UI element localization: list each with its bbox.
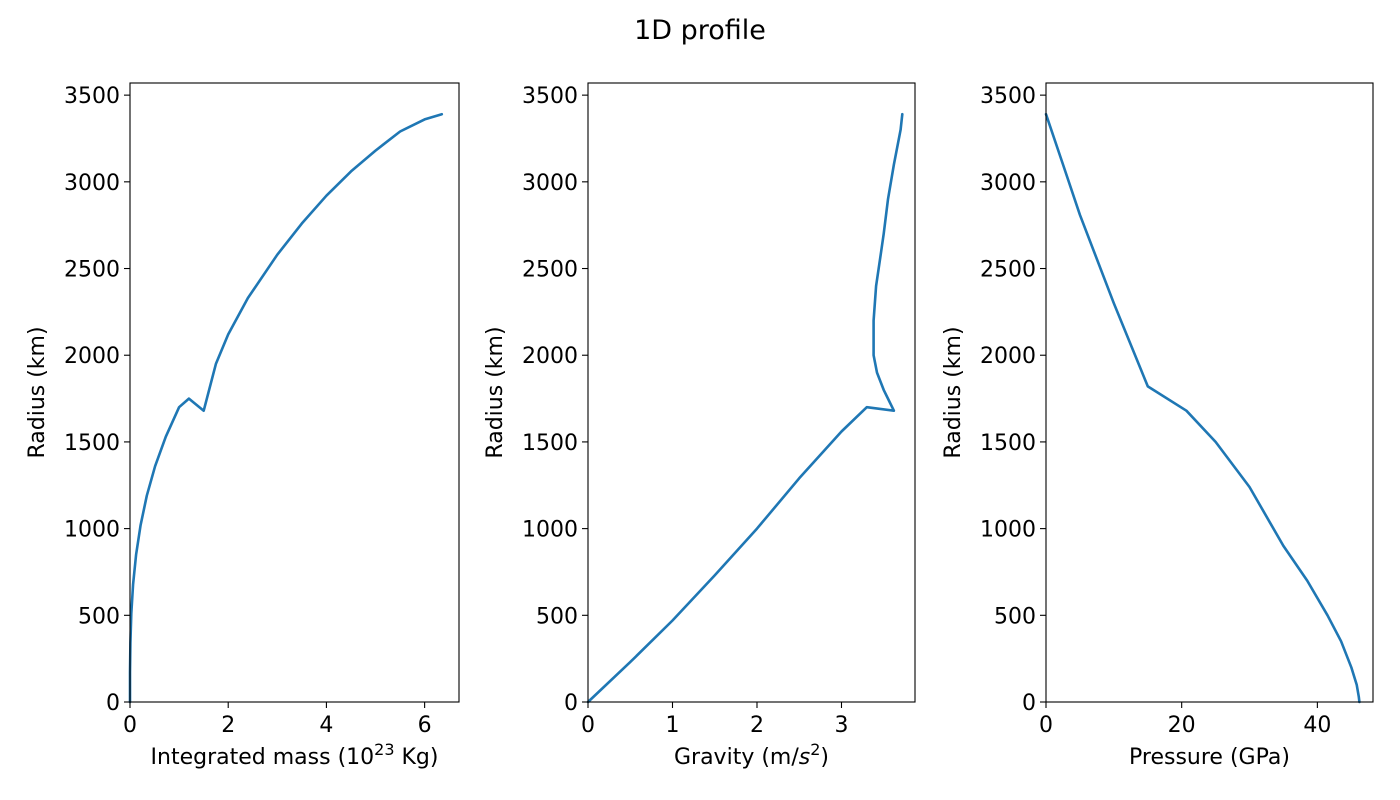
subplot-2: 0 1 2 3 0 500 1000 1500 2000 2500 3000 3500 Radius (…	[483, 82, 916, 770]
y-tick-label: 3000	[64, 171, 120, 196]
y-tick-label: 1500	[64, 431, 120, 456]
subplot-3: 0 20 40 0 500 1000 1500 2000 2500 3000 3500 Radius …	[941, 82, 1374, 770]
figure-title: 1D profile	[634, 15, 766, 46]
y-axis-label: Radius (km)	[941, 326, 966, 458]
axes-frame	[587, 82, 916, 703]
y-tick-label: 1000	[980, 518, 1036, 543]
series-line	[1044, 112, 1361, 704]
axes-frame	[129, 82, 460, 703]
y-tick-label: 0	[106, 691, 120, 716]
x-tick-label: 20	[1168, 713, 1196, 738]
subplot-1: 0 2 4 6 0 500 1000 1500 2000 2500 3000 3500 Radius (…	[25, 82, 460, 770]
x-tick-label: 3	[834, 713, 848, 738]
y-tick-label: 1000	[522, 518, 578, 543]
x-tick-label: 0	[123, 713, 137, 738]
x-axis-label: Gravity (m/s2)	[674, 740, 829, 770]
y-tick-label: 500	[536, 604, 578, 629]
series-line	[128, 112, 444, 704]
x-tick-label: 40	[1303, 713, 1331, 738]
y-tick-label: 3500	[980, 84, 1036, 109]
y-tick-label: 2000	[64, 344, 120, 369]
y-axis-label: Radius (km)	[483, 326, 508, 458]
y-tick-label: 2500	[980, 258, 1036, 283]
x-tick-label: 2	[750, 713, 764, 738]
y-tick-label: 2500	[522, 258, 578, 283]
axes-frame	[1045, 82, 1374, 703]
y-tick-label: 0	[1022, 691, 1036, 716]
y-tick-label: 3500	[64, 84, 120, 109]
y-tick-label: 1500	[980, 431, 1036, 456]
x-tick-label: 2	[221, 713, 235, 738]
y-tick-label: 500	[994, 604, 1036, 629]
x-tick-label: 1	[665, 713, 679, 738]
y-tick-label: 2000	[980, 344, 1036, 369]
x-tick-label: 4	[319, 713, 333, 738]
y-tick-label: 2500	[64, 258, 120, 283]
y-tick-label: 1500	[522, 431, 578, 456]
x-axis-label: Integrated mass (1023 Kg)	[151, 740, 439, 770]
y-axis-label: Radius (km)	[25, 326, 50, 458]
series-line	[586, 112, 904, 704]
y-tick-label: 0	[564, 691, 578, 716]
x-axis-label: Pressure (GPa)	[1129, 745, 1290, 770]
y-tick-label: 3000	[980, 171, 1036, 196]
y-tick-label: 500	[78, 604, 120, 629]
x-tick-label: 0	[581, 713, 595, 738]
y-tick-label: 3000	[522, 171, 578, 196]
y-tick-label: 2000	[522, 344, 578, 369]
x-tick-label: 6	[418, 713, 432, 738]
x-tick-label: 0	[1039, 713, 1053, 738]
y-tick-label: 3500	[522, 84, 578, 109]
y-tick-label: 1000	[64, 518, 120, 543]
